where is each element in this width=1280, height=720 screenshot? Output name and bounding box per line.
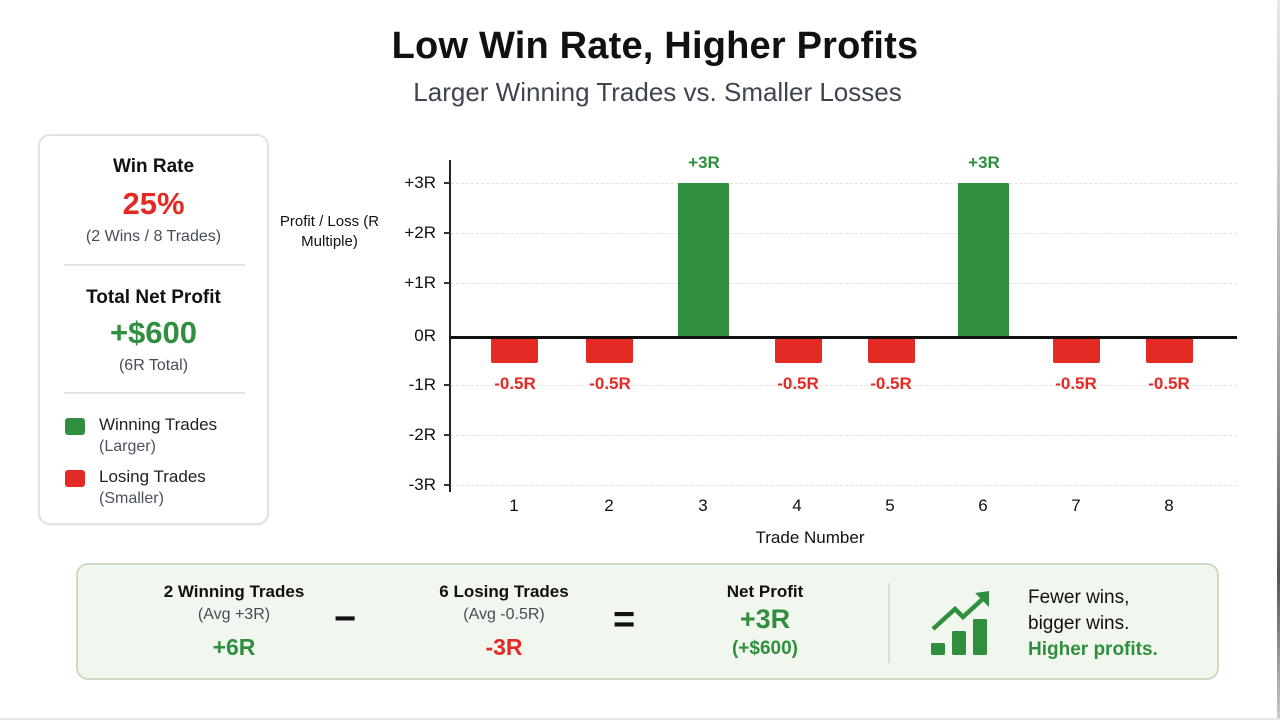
bar-trade-4 [775,338,822,363]
legend-item-winning: Winning Trades (Larger) [65,414,217,458]
net-profit-note: (6R Total) [118,357,189,374]
x-tick-label: 3 [698,496,708,515]
bar-chart: Profit / Loss (R Multiple) +3R +2R +1R 0… [279,153,1237,547]
gridline [451,435,1237,436]
data-label: -0.5R [494,374,536,393]
x-axis-title: Trade Number [755,528,865,547]
y-tick [444,434,450,436]
x-tick-label: 4 [792,496,802,515]
red-swatch-icon [65,470,85,487]
y-tick-label: +3R [404,173,436,192]
stats-card: Win Rate 25% (2 Wins / 8 Trades) Total N… [38,134,269,525]
bar-trade-8 [1146,338,1193,363]
losing-summary-head: 6 Losing Trades [439,582,569,601]
legend-sublabel: (Smaller) [99,490,164,507]
legend-item-losing: Losing Trades (Smaller) [65,466,206,510]
gridline [451,283,1237,284]
winning-summary-head: 2 Winning Trades [163,582,305,601]
net-summary-head: Net Profit [726,582,804,601]
winning-summary: 2 Winning Trades (Avg +3R) +6R [124,581,344,665]
x-tick-label: 1 [509,496,519,515]
green-swatch-icon [65,418,85,435]
takeaway-highlight: Higher profits. [1028,639,1158,660]
y-tick [444,182,450,184]
zero-baseline [451,336,1237,339]
bar-trade-1 [491,338,538,363]
x-tick-label: 6 [978,496,988,515]
winning-summary-sub: (Avg +3R) [197,606,271,623]
page-edge [1277,0,1280,720]
bar-trade-5 [868,338,915,363]
data-label: -0.5R [1055,374,1097,393]
y-tick-label: +1R [404,273,436,292]
page-edge [0,718,1280,720]
data-label: -0.5R [870,374,912,393]
net-profit-value: +$600 [109,315,198,350]
divider [64,392,245,394]
y-tick-label: -1R [408,375,436,394]
data-label: -0.5R [777,374,819,393]
bar-trade-3 [678,183,729,337]
bar-trade-7 [1053,338,1100,363]
y-tick [444,484,450,486]
net-summary-value: +3R [739,604,791,634]
takeaway-line: Fewer wins, [1028,587,1130,608]
losing-summary-value: -3R [485,634,523,660]
gridline [451,233,1237,234]
data-label: -0.5R [1148,374,1190,393]
y-tick-label: -3R [408,475,436,494]
x-tick-label: 8 [1164,496,1174,515]
legend-label: Losing Trades [99,467,206,486]
data-label: +3R [688,153,720,172]
x-tick-label: 2 [604,496,614,515]
net-summary: Net Profit +3R (+$600) [675,581,855,663]
y-tick-label: -2R [408,425,436,444]
data-label: -0.5R [589,374,631,393]
win-rate-label: Win Rate [112,156,195,177]
winning-summary-value: +6R [212,634,256,660]
win-rate-note: (2 Wins / 8 Trades) [85,228,222,245]
minus-operator: − [334,598,357,640]
page-subtitle: Larger Winning Trades vs. Smaller Losses [413,77,902,107]
losing-summary-sub: (Avg -0.5R) [463,606,545,623]
equals-operator: = [613,599,636,641]
y-tick [444,282,450,284]
bar-trade-6 [958,183,1009,337]
page-title: Low Win Rate, Higher Profits [391,25,919,67]
y-axis [449,160,451,492]
legend-label: Winning Trades [99,415,218,434]
net-summary-sub: (+$600) [731,638,799,659]
divider [888,583,890,663]
x-tick-label: 5 [885,496,895,515]
divider [64,264,245,266]
summary-panel: 2 Winning Trades (Avg +3R) +6R − 6 Losin… [76,563,1219,680]
y-axis-title: Profit / Loss (R Multiple) [279,213,380,250]
y-tick-label: +2R [404,223,436,242]
losing-summary: 6 Losing Trades (Avg -0.5R) -3R [394,581,614,665]
takeaway-line: bigger wins. [1028,613,1130,634]
y-tick-label: 0R [414,326,436,345]
gridline [451,183,1237,184]
y-tick [444,384,450,386]
gridline [451,385,1237,386]
bar-trade-2 [586,338,633,363]
trending-up-bar-chart-icon [931,591,989,655]
takeaway-text: Fewer wins, bigger wins. Higher profits. [1028,585,1158,663]
net-profit-label: Total Net Profit [86,287,221,308]
win-rate-value: 25% [122,186,185,221]
data-label: +3R [968,153,1000,172]
x-tick-label: 7 [1071,496,1081,515]
legend-sublabel: (Larger) [99,438,156,455]
y-tick [444,232,450,234]
gridline [451,485,1237,486]
